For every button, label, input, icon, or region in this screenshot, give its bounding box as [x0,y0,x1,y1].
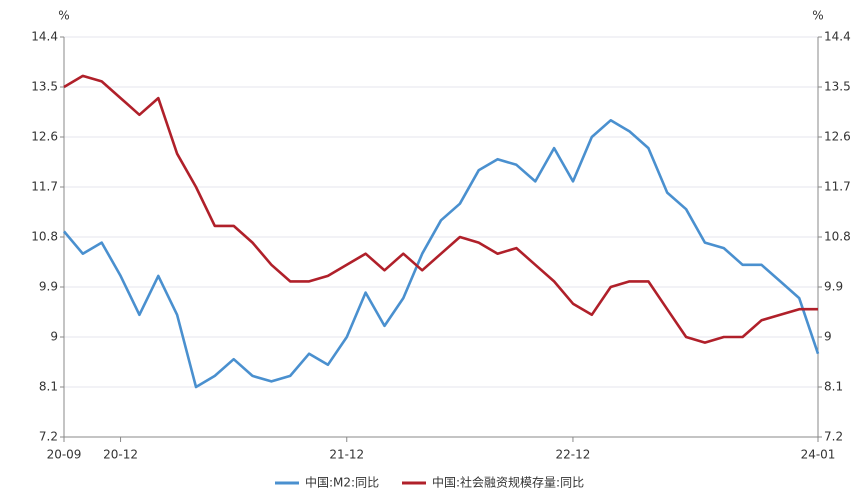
y-tick-label: 11.7 [31,180,58,194]
x-tick-label: 22-12 [556,448,591,462]
y-tick-label: 8.1 [39,380,58,394]
y2-tick-label: 7.2 [824,430,843,444]
y2-tick-label: 10.8 [824,230,851,244]
x-tick-label: 20-12 [103,448,138,462]
y2-tick-label: 14.4 [824,30,851,44]
y-tick-label: 7.2 [39,430,58,444]
y-tick-label: 13.5 [31,80,58,94]
y2-tick-label: 11.7 [824,180,851,194]
y2-tick-label: 9.9 [824,280,843,294]
y2-tick-label: 12.6 [824,130,851,144]
legend-label: 中国:M2:同比 [305,475,379,490]
y-axis-unit: % [58,9,69,23]
x-tick-label: 20-09 [47,448,82,462]
y2-axis-unit: % [812,9,823,23]
legend-label: 中国:社会融资规模存量:同比 [432,475,584,490]
y2-tick-label: 8.1 [824,380,843,394]
series-line [63,74,818,344]
y-tick-label: 14.4 [31,30,58,44]
x-tick-label: 24-01 [801,448,836,462]
series-line [63,119,820,389]
y-tick-label: 12.6 [31,130,58,144]
y-tick-label: 9.9 [39,280,58,294]
y-tick-label: 10.8 [31,230,58,244]
y2-tick-label: 13.5 [824,80,851,94]
y-tick-label: 9 [50,330,58,344]
x-tick-label: 21-12 [329,448,364,462]
y2-tick-label: 9 [824,330,832,344]
